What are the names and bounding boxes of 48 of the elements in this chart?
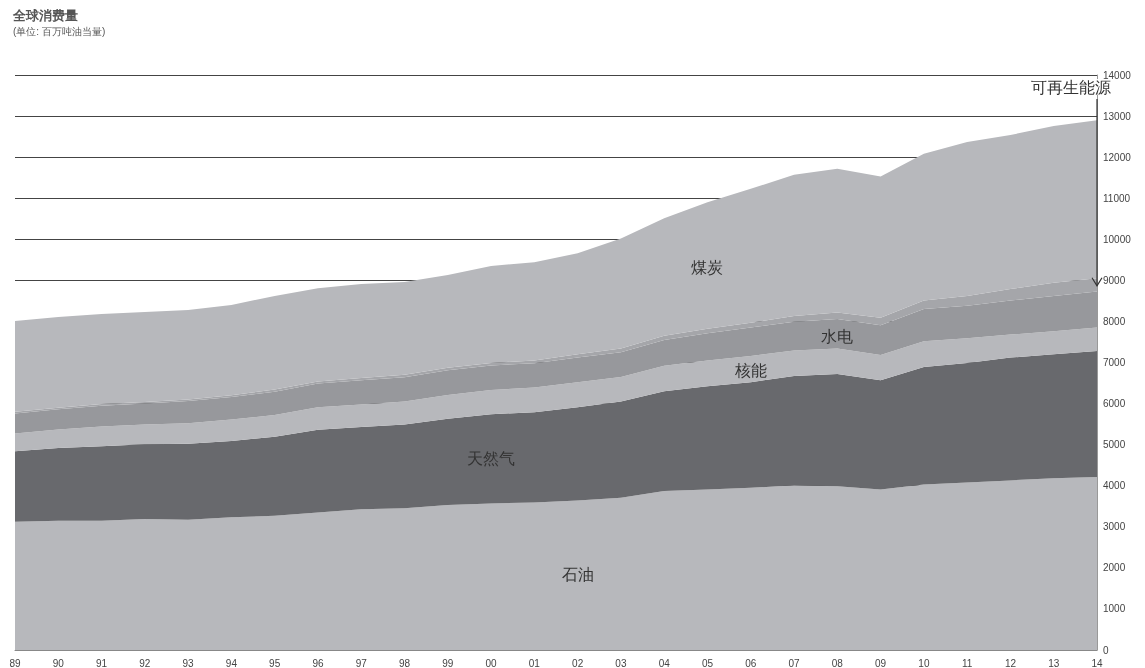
series-label: 天然气 [467, 450, 516, 468]
y-tick-label: 9000 [1103, 274, 1126, 286]
series-label: 核能 [733, 361, 767, 379]
x-tick-label: 97 [355, 657, 368, 668]
x-tick-label: 05 [701, 657, 714, 668]
x-tick-label: 91 [96, 657, 108, 668]
y-tick-label: 8000 [1103, 315, 1126, 327]
x-tick-label: 14 [1091, 657, 1103, 668]
x-tick-label: 09 [875, 657, 887, 668]
y-tick-label: 1000 [1103, 603, 1126, 615]
y-tick-label: 10000 [1103, 233, 1132, 245]
x-tick-label: 95 [269, 657, 281, 668]
series-label: 水电 [821, 327, 854, 345]
x-tick-label: 00 [485, 657, 498, 668]
chart-title: 全球消费量 [12, 8, 78, 23]
x-tick-label: 07 [788, 657, 801, 668]
x-tick-label: 89 [9, 657, 21, 668]
x-tick-label: 13 [1048, 657, 1060, 668]
x-tick-label: 02 [572, 657, 584, 668]
x-tick-label: 92 [139, 657, 151, 668]
series-label: 煤炭 [691, 259, 724, 277]
x-tick-label: 10 [918, 657, 930, 668]
y-tick-label: 3000 [1103, 521, 1126, 533]
x-tick-label: 93 [182, 657, 195, 668]
y-tick-label: 13000 [1103, 110, 1132, 122]
y-tick-label: 14000 [1103, 69, 1132, 81]
x-tick-label: 08 [831, 657, 844, 668]
x-tick-label: 11 [961, 657, 973, 668]
y-tick-label: 7000 [1103, 357, 1126, 368]
x-tick-label: 98 [398, 657, 411, 668]
text: 可再生能源 [1031, 78, 1111, 96]
y-tick-label: 11000 [1103, 192, 1131, 204]
x-tick-label: 12 [1004, 657, 1017, 668]
y-tick-label: 12000 [1103, 151, 1132, 163]
y-tick-label: 4000 [1103, 480, 1126, 492]
x-tick-label: 99 [442, 657, 454, 668]
x-tick-label: 90 [52, 657, 65, 668]
x-tick-label: 94 [225, 657, 238, 668]
y-tick-label: 2000 [1103, 562, 1126, 574]
x-tick-label: 96 [312, 657, 324, 668]
x-tick-label: 04 [658, 657, 671, 668]
x-tick-label: 06 [745, 657, 757, 668]
y-tick-label: 0 [1103, 644, 1109, 656]
y-tick-label: 6000 [1103, 398, 1126, 410]
x-tick-label: 03 [615, 657, 627, 668]
chart-subtitle: (单位: 百万吨油当量) [13, 25, 106, 37]
y-tick-label: 5000 [1103, 439, 1126, 451]
x-tick-label: 01 [528, 657, 541, 668]
